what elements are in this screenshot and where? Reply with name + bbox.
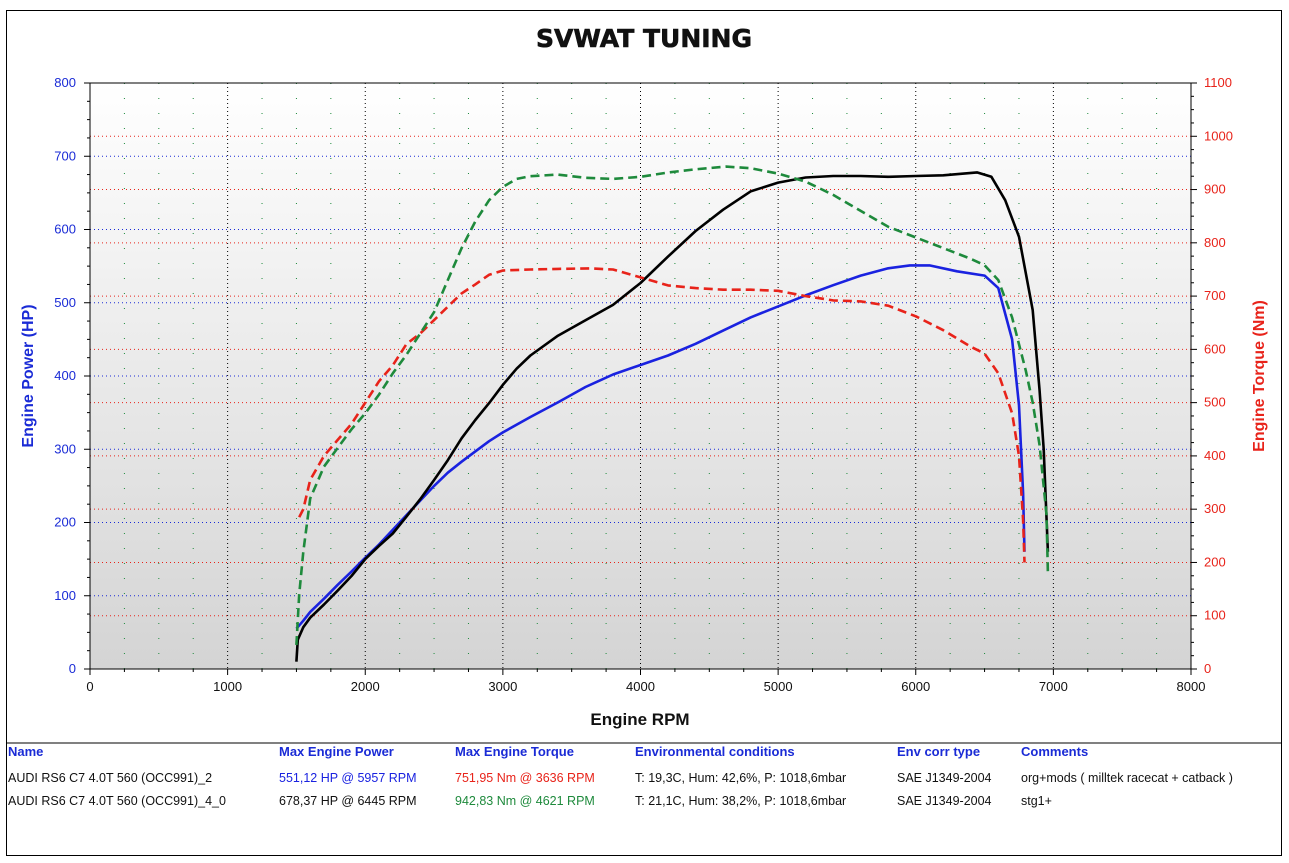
y-right-tick-label: 1000 — [1204, 128, 1233, 143]
y-right-tick-label: 400 — [1204, 448, 1226, 463]
x-tick-label: 4000 — [626, 679, 655, 694]
chart-title: SVWAT TUNING — [536, 24, 752, 53]
y-left-tick-label: 700 — [54, 148, 76, 163]
x-tick-label: 8000 — [1177, 679, 1206, 694]
y-left-tick-label: 800 — [54, 75, 76, 90]
series-line-4 — [295, 165, 1050, 646]
y-right-tick-label: 700 — [1204, 288, 1226, 303]
x-tick-label: 1000 — [213, 679, 242, 694]
y-left-tick-label: 400 — [54, 368, 76, 383]
y-axis-label-right: Engine Torque (Nm) — [1251, 300, 1268, 452]
y-right-tick-label: 800 — [1204, 235, 1226, 250]
y-right-tick-label: 300 — [1204, 501, 1226, 516]
y-right-tick-label: 900 — [1204, 182, 1226, 197]
x-tick-label: 2000 — [351, 679, 380, 694]
x-tick-label: 3000 — [488, 679, 517, 694]
grid — [90, 83, 1191, 669]
x-tick-label: 0 — [86, 679, 93, 694]
y-axis-label-left: Engine Power (HP) — [20, 304, 37, 447]
y-left-tick-label: 600 — [54, 222, 76, 237]
y-left-tick-label: 300 — [54, 441, 76, 456]
y-left-tick-label: 100 — [54, 588, 76, 603]
y-right-tick-label: 200 — [1204, 554, 1226, 569]
y-left-tick-label: 200 — [54, 515, 76, 530]
series-layer — [295, 165, 1050, 662]
y-left-tick-label: 500 — [54, 295, 76, 310]
y-right-tick-label: 100 — [1204, 608, 1226, 623]
y-right-tick-label: 0 — [1204, 661, 1211, 676]
x-tick-label: 7000 — [1039, 679, 1068, 694]
x-tick-label: 5000 — [764, 679, 793, 694]
y-left-tick-label: 0 — [69, 661, 76, 676]
x-tick-label: 6000 — [901, 679, 930, 694]
y-right-tick-label: 1100 — [1204, 75, 1232, 90]
axes: 0 1000 2000 3000 4000 5000 6000 7000 80000100200… — [54, 75, 1233, 694]
y-right-tick-label: 500 — [1204, 395, 1226, 410]
series-line-2 — [295, 171, 1050, 662]
series-line-3 — [298, 267, 1026, 563]
y-right-tick-label: 600 — [1204, 341, 1226, 356]
x-axis-label: Engine RPM — [590, 710, 689, 729]
